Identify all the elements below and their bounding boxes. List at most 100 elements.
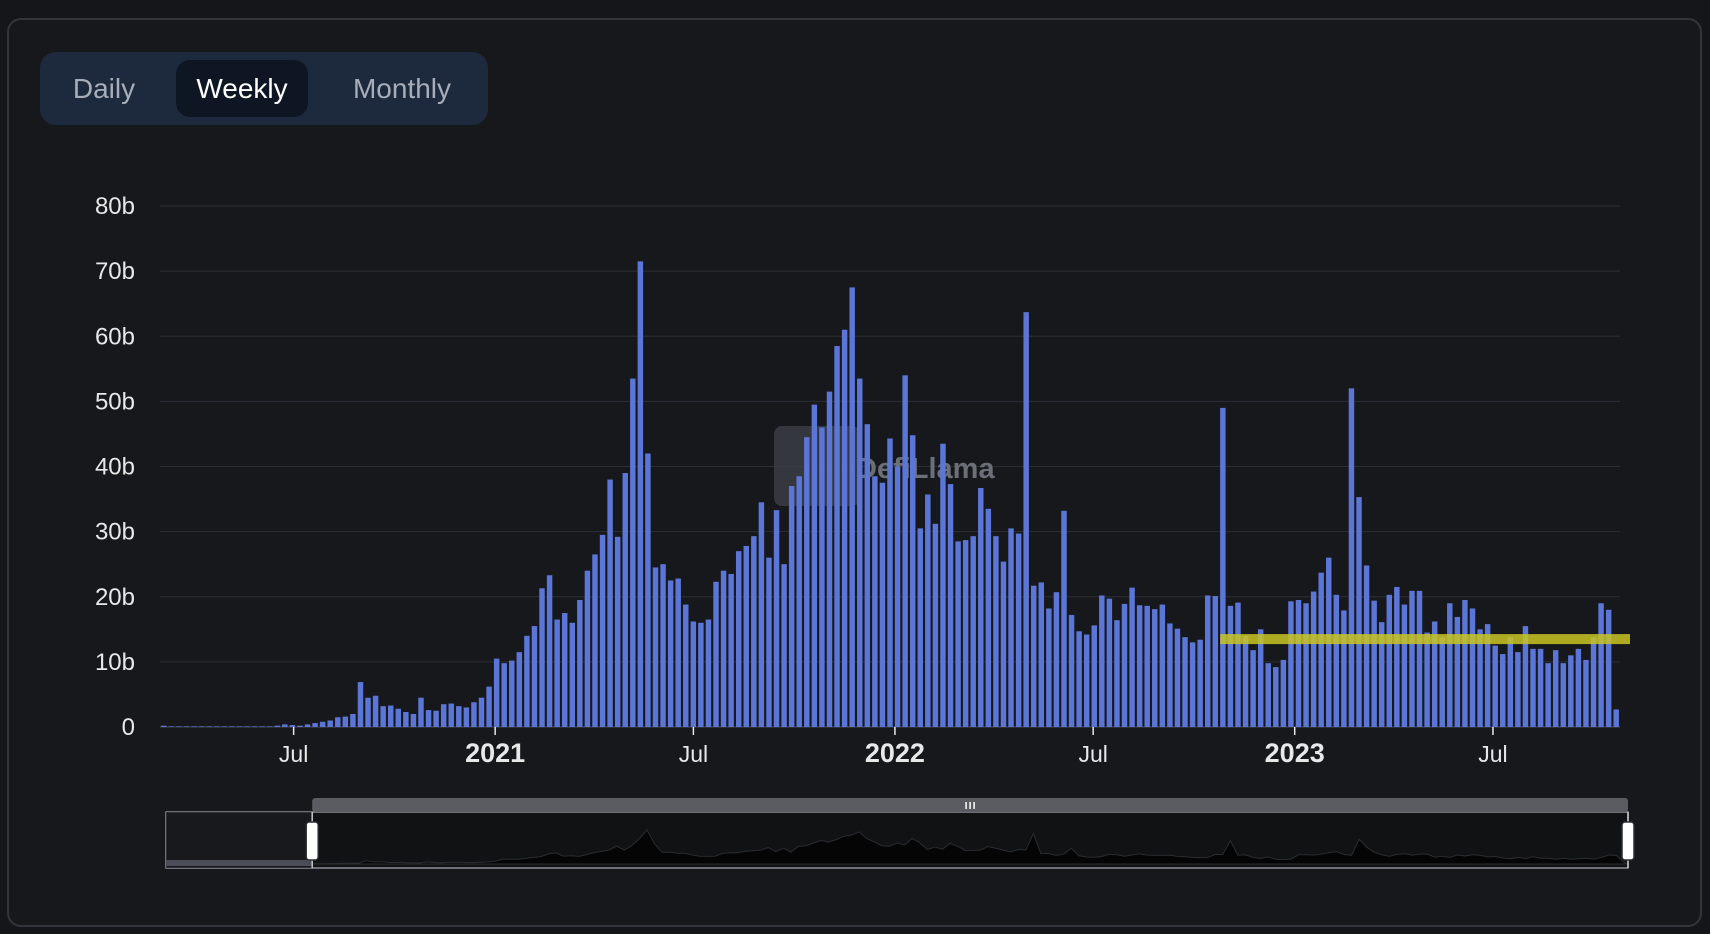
bar [569, 622, 576, 727]
bar [312, 723, 318, 727]
x-tick-label: 2023 [1265, 738, 1325, 768]
bar [463, 707, 470, 727]
bar [1235, 602, 1241, 727]
bar [622, 473, 628, 727]
bar [796, 476, 802, 727]
bar [887, 438, 893, 727]
bar [1015, 533, 1022, 727]
bar [350, 713, 356, 727]
bar [728, 573, 734, 727]
range-slider[interactable] [165, 798, 1635, 869]
bar [1227, 605, 1234, 727]
bar [1598, 603, 1604, 727]
bar [214, 726, 220, 727]
bar [978, 487, 984, 727]
bar [365, 697, 371, 727]
bar [1447, 603, 1453, 727]
bar [1182, 637, 1188, 727]
bar [743, 545, 749, 727]
bar [433, 710, 439, 727]
bar [826, 391, 833, 727]
monthly-option[interactable]: Monthly [352, 73, 452, 104]
bar [766, 557, 772, 727]
bar [1273, 667, 1279, 727]
bar [1545, 663, 1551, 727]
bar [1462, 600, 1468, 727]
bar [902, 375, 908, 727]
bar [418, 697, 424, 727]
bar [297, 725, 303, 727]
x-tick-label: 2021 [465, 738, 525, 768]
bar [584, 570, 591, 727]
bar [1083, 634, 1090, 727]
bar [1250, 650, 1256, 727]
bar [357, 682, 364, 727]
bar [864, 424, 871, 727]
bar [1605, 609, 1612, 727]
daily-option[interactable]: Daily [72, 73, 136, 104]
bar [667, 580, 674, 727]
bar [1333, 594, 1340, 727]
bar [259, 726, 265, 727]
bar [1371, 600, 1377, 727]
bar [1076, 631, 1082, 727]
bar [471, 702, 477, 727]
bar [244, 726, 250, 727]
bar [410, 713, 417, 727]
bar [970, 536, 976, 727]
bar [1477, 629, 1483, 727]
bar [509, 660, 515, 727]
y-tick-label: 50b [95, 388, 135, 415]
bar [955, 541, 961, 727]
bar [788, 486, 795, 727]
bar [834, 346, 840, 727]
bar [962, 540, 969, 727]
bar [713, 581, 719, 727]
bar [1363, 565, 1370, 727]
bars [161, 261, 1619, 727]
bar [403, 712, 409, 727]
bar [1114, 620, 1120, 727]
bar [1560, 663, 1566, 727]
bar [561, 613, 568, 727]
y-tick-label: 10b [95, 649, 135, 676]
bar [758, 502, 765, 727]
bar [841, 329, 848, 727]
y-tick-label: 20b [95, 584, 135, 611]
x-tick-label: Jul [279, 741, 308, 767]
bar [1167, 623, 1173, 727]
bar [720, 570, 727, 727]
bar [849, 287, 855, 727]
bar [1023, 312, 1029, 727]
bar [947, 484, 954, 727]
bar [1106, 598, 1113, 727]
bar [304, 724, 311, 727]
bar [652, 567, 659, 727]
bar [478, 697, 485, 727]
bar [607, 479, 613, 727]
bar [161, 725, 167, 727]
bar [698, 622, 704, 727]
bar [1257, 629, 1264, 727]
bar [486, 686, 492, 727]
bar [266, 726, 273, 727]
bar [1303, 603, 1309, 727]
slider-right-handle[interactable] [1621, 821, 1635, 861]
bar [176, 726, 182, 727]
bar [819, 427, 825, 727]
bar [1136, 605, 1143, 727]
bar [1401, 604, 1408, 727]
bar [1068, 614, 1075, 727]
bar [546, 575, 553, 727]
bar [229, 726, 235, 727]
weekly-option[interactable]: Weekly [176, 60, 308, 117]
slider-left-handle[interactable] [305, 821, 319, 861]
bar [781, 564, 787, 727]
bar [206, 726, 212, 727]
bar [804, 437, 810, 727]
bar [440, 704, 447, 727]
bar [1575, 648, 1582, 727]
bar [395, 708, 402, 727]
bar [857, 378, 863, 727]
